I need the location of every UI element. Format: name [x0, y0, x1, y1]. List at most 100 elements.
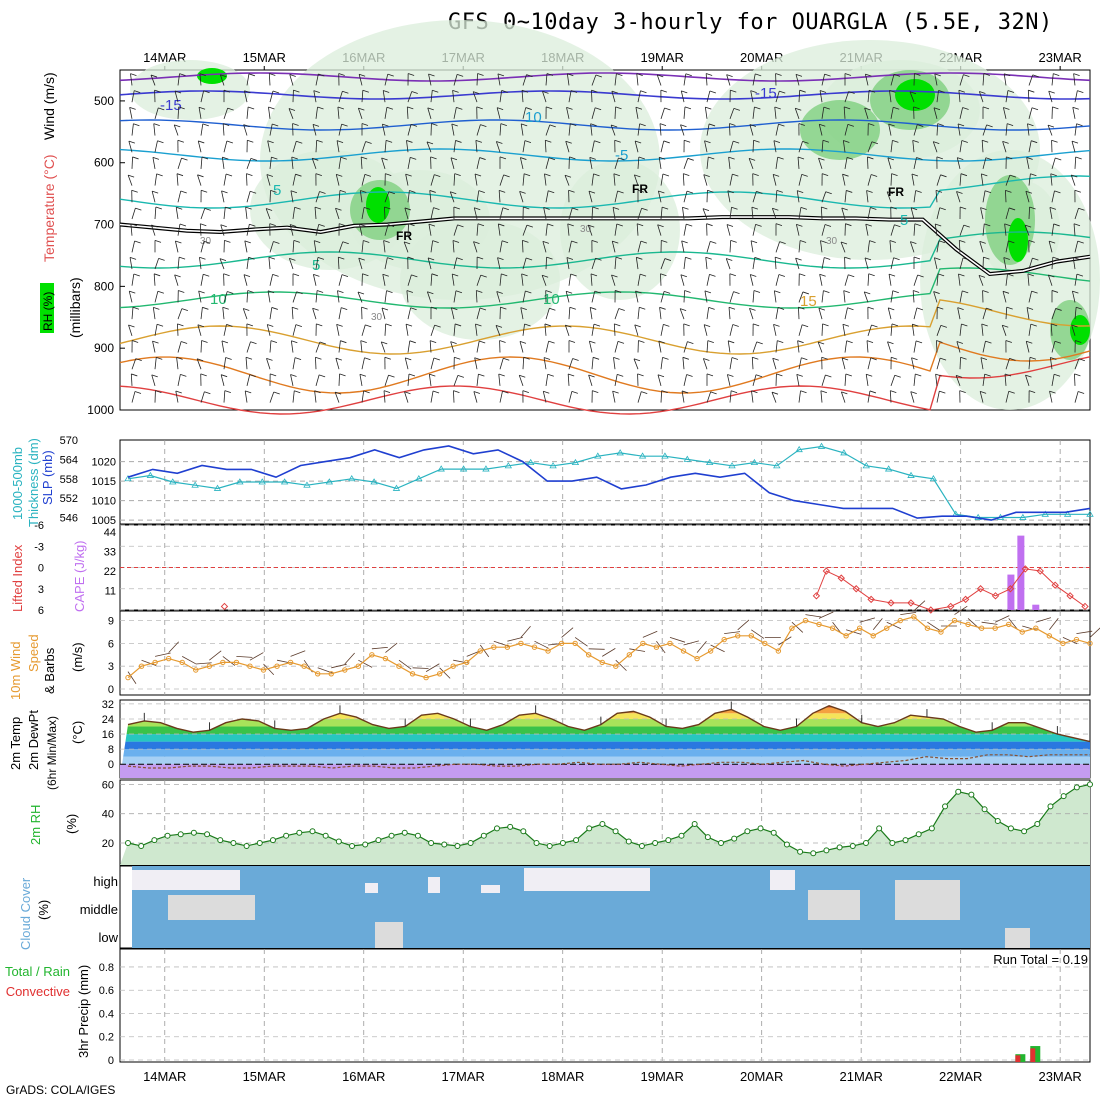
series-lifted-index-point [812, 592, 821, 600]
wind-barb [449, 191, 455, 203]
ylabel-temperature: Temperature (°C) [41, 154, 57, 262]
wind-barb-flag [130, 223, 138, 227]
y-tick-label-wind: 3 [108, 661, 114, 673]
wind-barb-flag [957, 157, 964, 161]
wind-barb-flag [1005, 189, 1012, 193]
wind-barb [913, 157, 917, 169]
wind-barb-flag [292, 273, 300, 277]
wind-barb [152, 341, 156, 353]
wind-barb-flag [134, 90, 141, 93]
wind-barb [1074, 274, 1078, 286]
wind-barb-flag [526, 224, 534, 228]
wind-barb [979, 241, 984, 253]
rh-shade-saturated [895, 79, 935, 111]
wind-barb-flag [864, 257, 872, 261]
wind-barb-10m [222, 656, 236, 666]
series-rh-point [190, 829, 197, 836]
series-rh-point [217, 837, 224, 844]
wind-barb-flag [731, 206, 738, 210]
wind-barb-flag [452, 240, 460, 243]
wind-barb [729, 141, 734, 153]
wind-barb-flag [1073, 73, 1080, 77]
wind-barb-flag [661, 390, 668, 394]
wind-barb-flag [361, 123, 369, 126]
wind-barb-flag [637, 189, 645, 193]
wind-barb [453, 140, 456, 153]
wind-barb [498, 373, 501, 386]
wind-barb [1071, 140, 1076, 153]
wind-barb-flag [549, 124, 556, 128]
wind-barb-flag [819, 123, 826, 127]
wind-barb-flag [547, 223, 554, 227]
wind-barb [313, 274, 317, 286]
series-thickness-point [280, 478, 289, 485]
wind-barb [683, 106, 686, 119]
wind-barb [150, 224, 156, 236]
wind-barb [864, 257, 869, 270]
wind-barb [1072, 257, 1076, 270]
wind-barb-flag [709, 273, 716, 277]
wind-barb [244, 90, 248, 103]
wind-barb [683, 341, 688, 353]
wind-barb [890, 107, 894, 119]
wind-barb [292, 141, 297, 153]
series-wind-speed-point [884, 625, 890, 631]
wind-barb-flag [1051, 323, 1058, 327]
series-wind-speed-point [193, 667, 199, 673]
wind-barb [682, 207, 685, 220]
wind-barb-flag [1076, 123, 1083, 127]
wind-barb [1003, 73, 1007, 86]
wind-barb-flag [982, 139, 989, 143]
wind-barb-flag [686, 223, 693, 227]
wind-barb [637, 90, 641, 103]
series-rh-point [1087, 781, 1093, 788]
wind-barb [498, 190, 501, 203]
series-rh-point [428, 840, 435, 847]
wind-barb-flag [525, 257, 533, 261]
series-wind-speed-point [220, 659, 226, 666]
y-tick-label-pressure: 700 [94, 218, 114, 232]
wind-barb-flag [428, 223, 436, 227]
wind-barb-10m [642, 630, 658, 638]
wind-barb [568, 358, 574, 370]
wind-barb-flag [271, 156, 278, 160]
wind-barb [637, 274, 641, 286]
wind-barb-flag [220, 224, 227, 228]
wind-barb [384, 224, 389, 236]
wind-barb-flag [411, 274, 418, 278]
wind-barb-flag [865, 223, 872, 227]
wind-barb-flag [797, 340, 804, 344]
y-tick-label-rh: 60 [102, 779, 114, 791]
wind-barb-flag [152, 340, 159, 344]
wind-barb [683, 257, 686, 270]
wind-barb-flag [339, 223, 346, 227]
wind-barb [821, 107, 825, 119]
wind-barb [198, 107, 202, 119]
series-rh-point [230, 840, 237, 847]
series-thickness-point [661, 452, 669, 459]
series-thickness-point [348, 474, 356, 482]
wind-barb-flag [243, 124, 250, 128]
wind-barb [499, 90, 503, 103]
series-wind-speed-point [951, 617, 958, 624]
wind-barb [890, 140, 893, 153]
wind-barb-flag [410, 307, 417, 311]
wind-barb-flag [457, 375, 465, 378]
wind-barb-flag [565, 324, 572, 328]
wind-barb-flag [732, 173, 739, 177]
wind-barb-flag [822, 173, 829, 176]
wind-barb [704, 107, 708, 119]
wind-barb-flag [497, 107, 504, 111]
wind-barb-flag [799, 240, 807, 243]
wind-barb-flag [342, 241, 349, 245]
wind-barb-flag [728, 156, 735, 160]
wind-barb-flag [868, 123, 875, 126]
series-wind-speed-point [328, 671, 334, 677]
wind-barb-flag [288, 108, 296, 111]
wind-barb-flag [1026, 307, 1034, 310]
wind-barb [1047, 274, 1053, 286]
wind-barb [982, 308, 987, 320]
wind-barb [153, 123, 156, 136]
wind-barb-flag [963, 224, 970, 228]
wind-barb [935, 374, 938, 386]
